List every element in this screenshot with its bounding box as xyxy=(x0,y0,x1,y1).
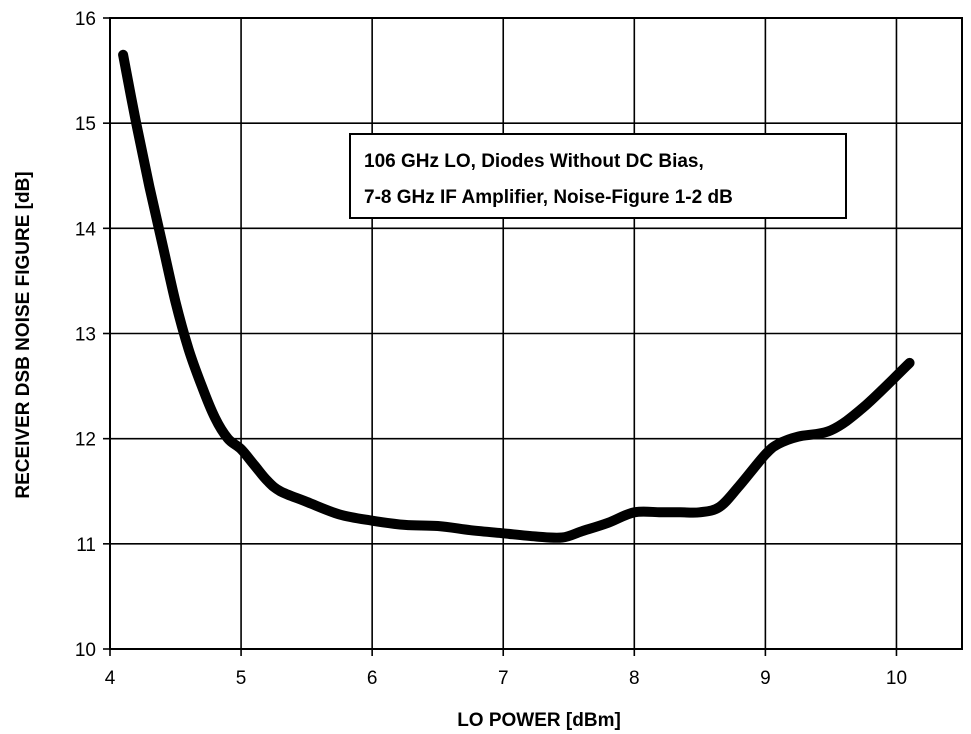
x-tick-label-5: 5 xyxy=(236,668,247,689)
x-tick-label-6: 6 xyxy=(367,668,378,689)
y-tick-label-15: 15 xyxy=(75,114,96,135)
x-tick-label-7: 7 xyxy=(498,668,509,689)
y-tick-label-14: 14 xyxy=(75,219,97,240)
noise-figure-curve xyxy=(118,49,915,543)
x-axis-ticks: 4 5 6 7 8 9 10 xyxy=(105,649,907,689)
x-tick-label-8: 8 xyxy=(629,668,640,689)
y-axis-title: RECEIVER DSB NOISE FIGURE [dB] xyxy=(13,171,34,498)
y-tick-label-13: 13 xyxy=(75,325,96,346)
x-tick-label-10: 10 xyxy=(886,668,907,689)
x-tick-label-9: 9 xyxy=(760,668,771,689)
annotation-line-1: 106 GHz LO, Diodes Without DC Bias, xyxy=(364,151,704,172)
y-tick-label-12: 12 xyxy=(75,430,96,451)
annotation-frame xyxy=(349,133,847,219)
x-axis-title: LO POWER [dBm] xyxy=(457,710,621,731)
y-tick-label-11: 11 xyxy=(76,535,96,556)
x-tick-label-4: 4 xyxy=(105,668,116,689)
y-tick-label-10: 10 xyxy=(75,640,96,661)
grid-lines xyxy=(109,17,962,650)
annotation-line-2: 7-8 GHz IF Amplifier, Noise-Figure 1-2 d… xyxy=(364,187,733,208)
y-axis-ticks: 10 11 12 13 14 15 16 xyxy=(75,9,110,661)
annotation-box: 106 GHz LO, Diodes Without DC Bias, 7-8 … xyxy=(349,133,847,219)
y-tick-label-16: 16 xyxy=(75,9,96,30)
